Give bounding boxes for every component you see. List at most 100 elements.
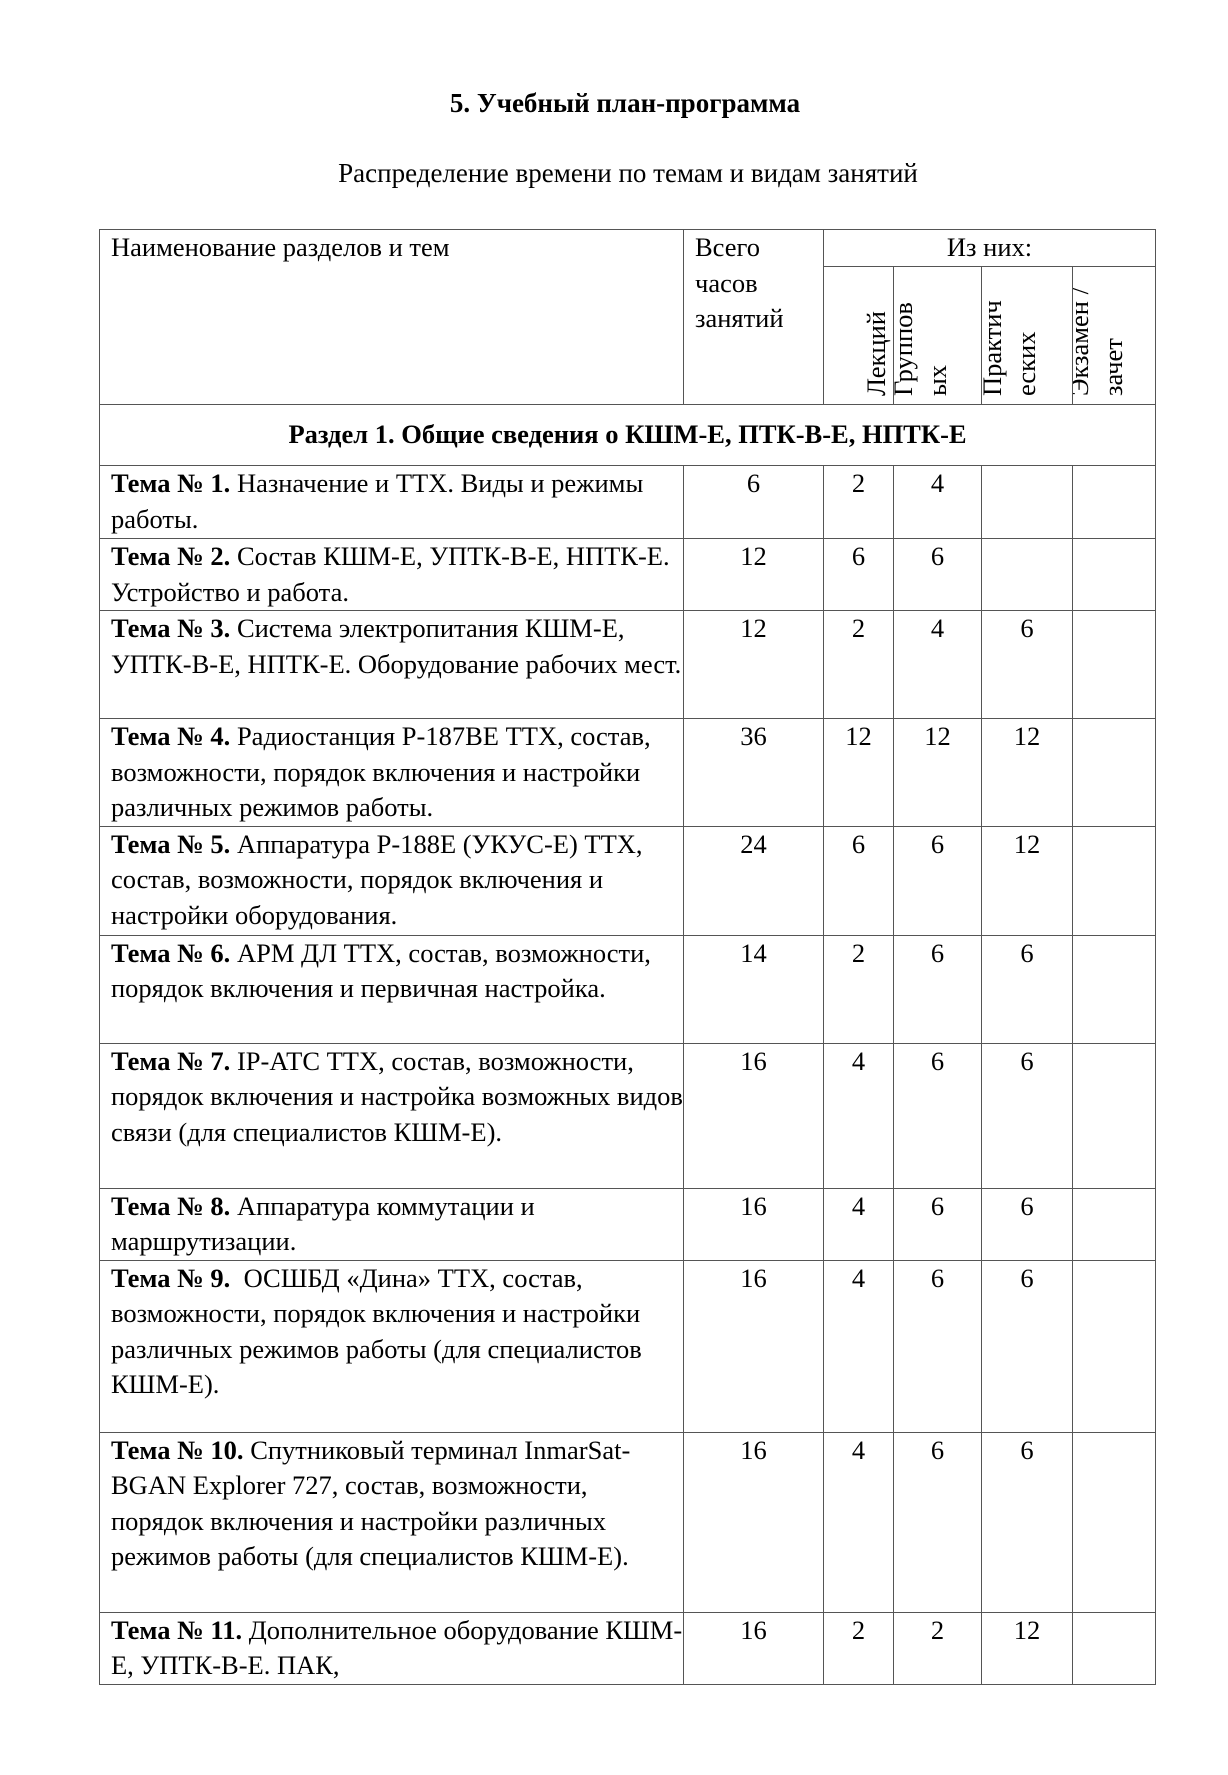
topic-text: Состав КШМ-Е, УПТК-В-Е, НПТК-Е. Устройст…	[111, 541, 677, 607]
header-group: Группов ых	[893, 266, 982, 405]
header-of-them: Из них:	[822, 229, 1157, 267]
page-title: 5. Учебный план-программа	[449, 88, 801, 118]
hours-grp: 6	[893, 1259, 982, 1433]
topic-cell: Тема № 8. Аппаратура коммутации и маршру…	[99, 1187, 684, 1261]
hours-grp: 6	[893, 934, 982, 1044]
hours-lec: 12	[823, 718, 894, 827]
topic-label: Тема № 9.	[111, 1262, 231, 1293]
hours-prac: 12	[981, 825, 1073, 936]
hours-prac: 12	[981, 718, 1073, 827]
header-practical: Практич еских	[981, 266, 1073, 405]
page-subtitle: Распределение времени по темам и видам з…	[338, 158, 918, 188]
hours-grp: 6	[893, 1187, 982, 1261]
hours-grp: 4	[893, 465, 982, 539]
hours-total: 12	[683, 538, 824, 611]
hours-exam	[1071, 825, 1157, 936]
topic-text: Аппаратура Р-188Е (УКУС-Е) ТТХ, состав, …	[111, 828, 650, 930]
topic-cell: Тема № 1. Назначение и ТТХ. Виды и режим…	[99, 465, 684, 539]
hours-total: 36	[683, 718, 824, 827]
header-lectures: Лекций	[823, 266, 894, 405]
topic-text: Система электропитания КШМ-Е, УПТК-В-Е, …	[111, 613, 682, 679]
hours-exam	[1071, 465, 1157, 539]
header-total: Всего часов занятий	[683, 229, 824, 405]
hours-exam	[1071, 1611, 1157, 1685]
hours-exam	[1071, 718, 1157, 827]
topic-cell: Тема № 5. Аппаратура Р-188Е (УКУС-Е) ТТХ…	[99, 825, 684, 936]
hours-grp: 6	[893, 1042, 982, 1189]
topic-label: Тема № 10.	[111, 1434, 244, 1465]
hours-lec: 2	[823, 465, 894, 539]
topic-text: Аппаратура коммутации и маршрутизации.	[111, 1190, 542, 1257]
hours-prac: 12	[981, 1611, 1073, 1685]
hours-total: 6	[683, 465, 824, 539]
topic-text: АРМ ДЛ ТТХ, состав, возможности, порядок…	[111, 937, 658, 1004]
topic-text: Спутниковый терминал InmarSat-BGAN Explo…	[111, 1434, 631, 1572]
hours-lec: 2	[823, 934, 894, 1044]
hours-exam	[1071, 538, 1157, 611]
hours-total: 24	[683, 825, 824, 936]
hours-lec: 2	[823, 610, 894, 719]
hours-exam	[1071, 1187, 1157, 1261]
header-exam: Экзамен /зачет	[1071, 266, 1157, 405]
topic-label: Тема № 4.	[111, 721, 231, 751]
topic-cell: Тема № 4. Радиостанция Р-187ВЕ ТТХ, сост…	[99, 718, 684, 827]
hours-grp: 6	[893, 1431, 982, 1613]
table-row: Тема № 4. Радиостанция Р-187ВЕ ТТХ, сост…	[99, 718, 1157, 827]
hours-total: 16	[683, 1431, 824, 1613]
topic-label: Тема № 5.	[111, 828, 231, 859]
table-row: Тема № 11. Дополнительное оборудование К…	[99, 1611, 1157, 1685]
hours-total: 16	[683, 1611, 824, 1685]
hours-grp: 12	[893, 718, 982, 827]
hours-lec: 4	[823, 1431, 894, 1613]
hours-total: 16	[683, 1187, 824, 1261]
hours-grp: 2	[893, 1611, 982, 1685]
hours-exam	[1071, 1431, 1157, 1613]
topic-label: Тема № 3.	[111, 613, 231, 643]
hours-lec: 4	[823, 1187, 894, 1261]
topic-text: Назначение и ТТХ. Виды и режимы работы.	[111, 468, 650, 534]
curriculum-table: Наименование разделов и тем Всего часов …	[98, 229, 1157, 1685]
table-row: Тема № 2. Состав КШМ-Е, УПТК-В-Е, НПТК-Е…	[99, 538, 1157, 611]
hours-lec: 2	[823, 1611, 894, 1685]
hours-total: 12	[683, 610, 824, 719]
hours-grp: 6	[893, 538, 982, 611]
hours-prac: 6	[981, 1431, 1073, 1613]
hours-grp: 4	[893, 610, 982, 719]
hours-total: 16	[683, 1259, 824, 1433]
table-row: Тема № 7. IP-АТС ТТХ, состав, возможност…	[99, 1042, 1157, 1189]
table-row: Тема № 1. Назначение и ТТХ. Виды и режим…	[99, 465, 1157, 539]
hours-prac: 6	[981, 1187, 1073, 1261]
table-row: Тема № 10. Спутниковый терминал InmarSat…	[99, 1431, 1157, 1613]
topic-label: Тема № 11.	[111, 1614, 243, 1645]
topic-cell: Тема № 7. IP-АТС ТТХ, состав, возможност…	[99, 1042, 684, 1189]
hours-lec: 6	[823, 825, 894, 936]
hours-exam	[1071, 1042, 1157, 1189]
hours-exam	[1071, 1259, 1157, 1433]
topic-cell: Тема № 2. Состав КШМ-Е, УПТК-В-Е, НПТК-Е…	[99, 538, 684, 611]
topic-text: ОСШБД «Дина» ТТХ, состав, возможности, п…	[111, 1262, 649, 1400]
topic-label: Тема № 2.	[111, 541, 231, 571]
topic-text: Радиостанция Р-187ВЕ ТТХ, состав, возмож…	[111, 721, 658, 822]
topic-cell: Тема № 3. Система электропитания КШМ-Е, …	[99, 610, 684, 719]
topic-cell: Тема № 11. Дополнительное оборудование К…	[99, 1611, 684, 1685]
table-row: Тема № 5. Аппаратура Р-188Е (УКУС-Е) ТТХ…	[99, 825, 1157, 936]
topic-cell: Тема № 6. АРМ ДЛ ТТХ, состав, возможност…	[99, 934, 684, 1044]
hours-prac	[981, 538, 1073, 611]
hours-lec: 6	[823, 538, 894, 611]
hours-lec: 4	[823, 1042, 894, 1189]
hours-prac: 6	[981, 1042, 1073, 1189]
hours-lec: 4	[823, 1259, 894, 1433]
header-name: Наименование разделов и тем	[99, 229, 684, 405]
topic-cell: Тема № 9. ОСШБД «Дина» ТТХ, состав, возм…	[99, 1259, 684, 1433]
hours-grp: 6	[893, 825, 982, 936]
table-row: Тема № 8. Аппаратура коммутации и маршру…	[99, 1187, 1157, 1261]
topic-cell: Тема № 10. Спутниковый терминал InmarSat…	[99, 1431, 684, 1613]
hours-prac: 6	[981, 1259, 1073, 1433]
table-row: Тема № 9. ОСШБД «Дина» ТТХ, состав, возм…	[99, 1259, 1157, 1433]
hours-exam	[1071, 610, 1157, 719]
topic-label: Тема № 8.	[111, 1190, 231, 1221]
hours-exam	[1071, 934, 1157, 1044]
topic-label: Тема № 6.	[111, 937, 231, 968]
topic-label: Тема № 7.	[111, 1045, 231, 1076]
